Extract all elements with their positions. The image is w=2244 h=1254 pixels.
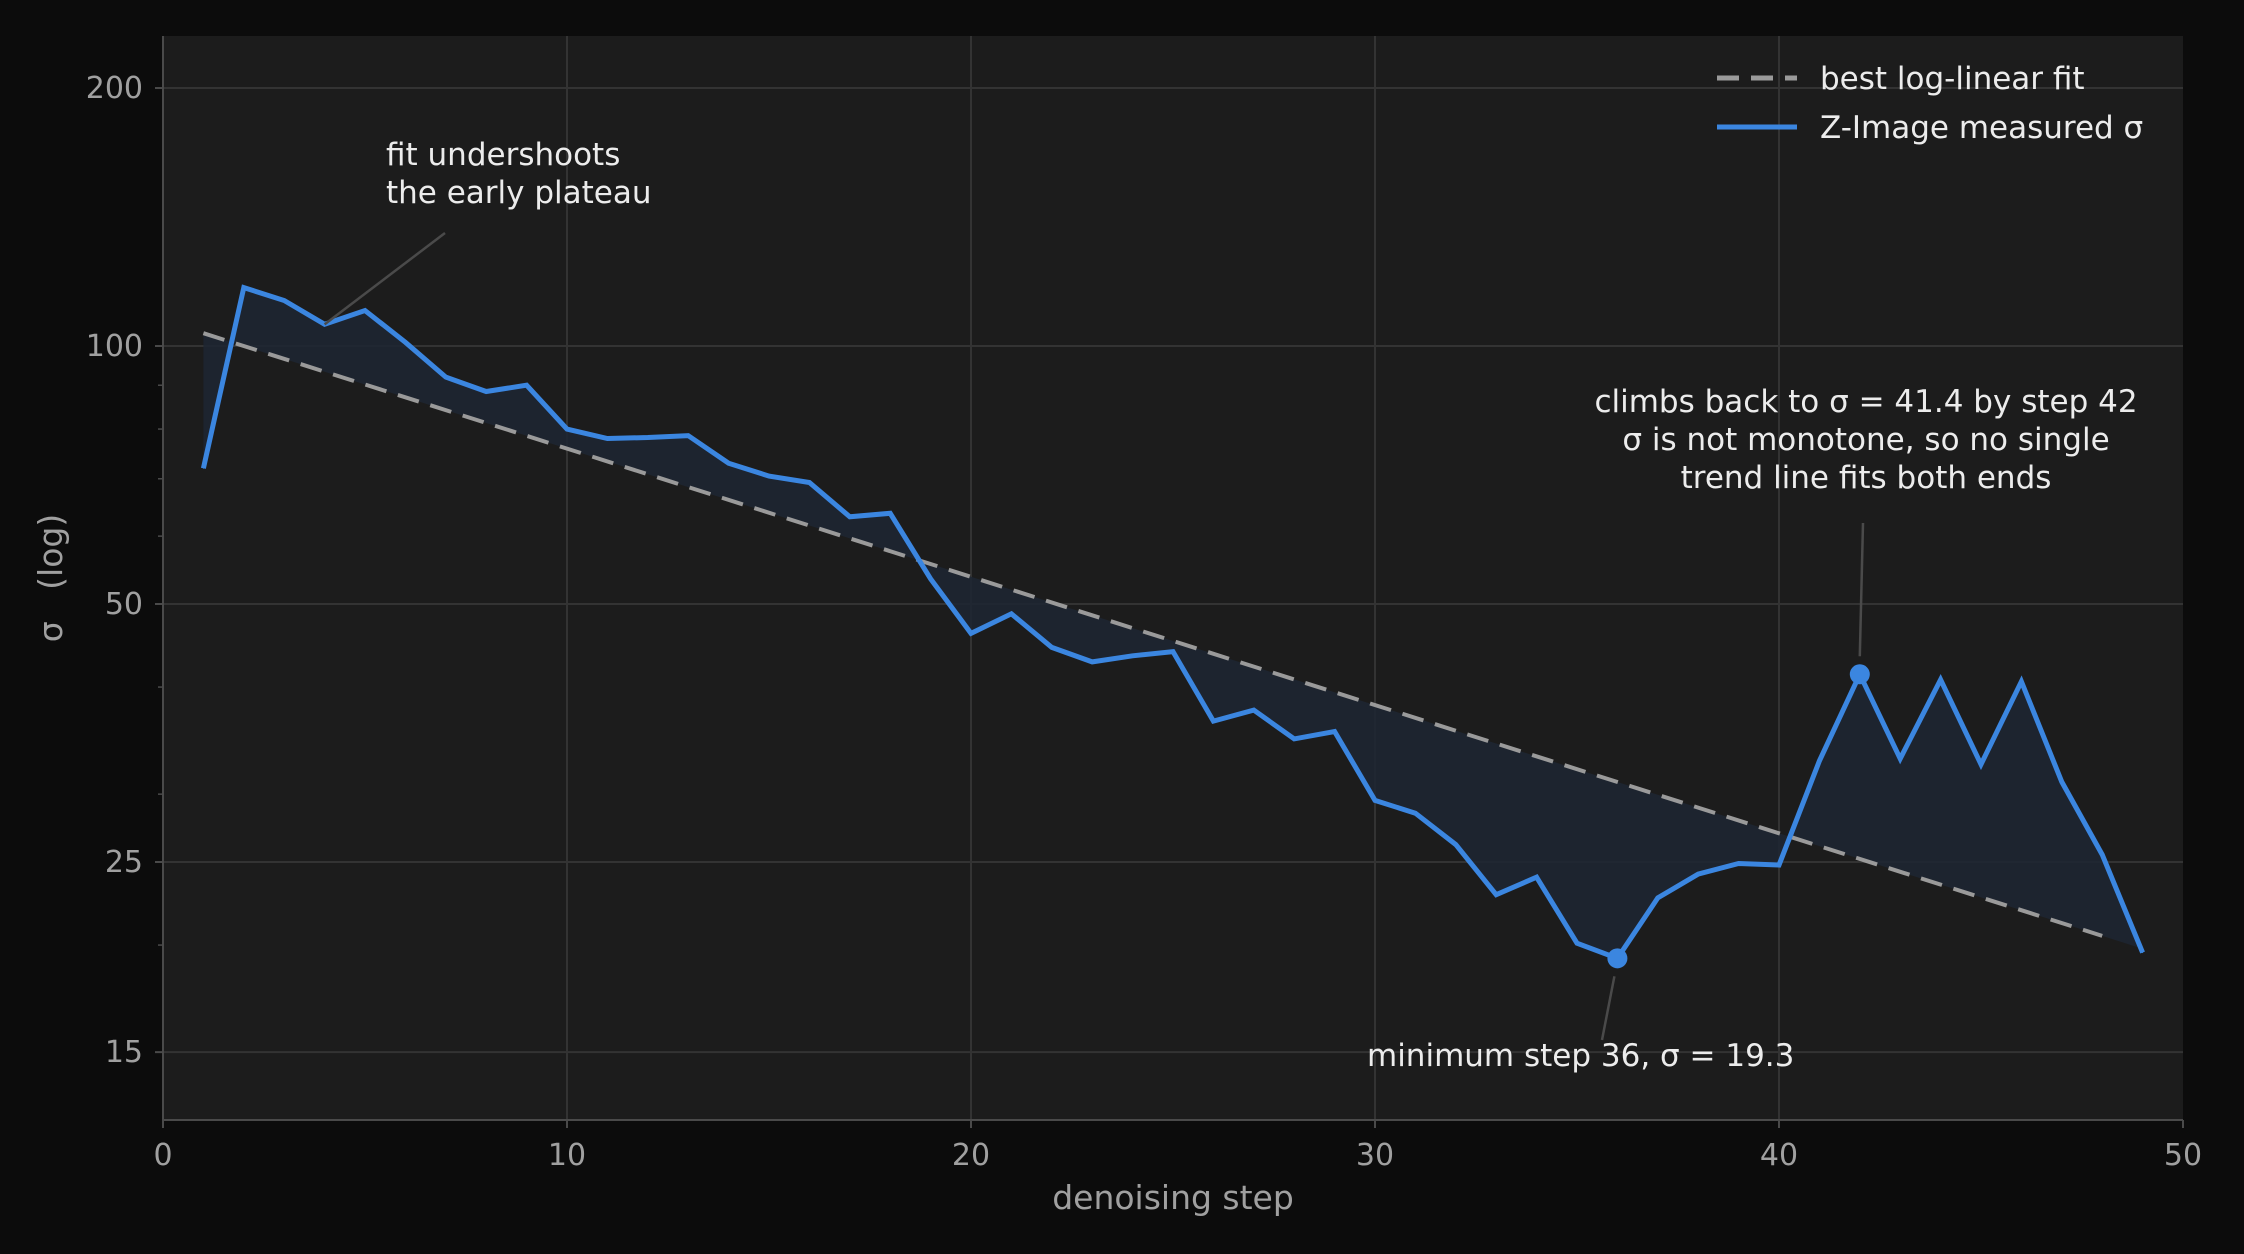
measured-point-step-45 xyxy=(1980,763,1982,765)
fit-line-layer xyxy=(202,331,2103,938)
legend-label-measured: Z-Image measured σ xyxy=(1820,110,2143,146)
measured-point-step-6 xyxy=(404,341,406,343)
annotation-leader-0 xyxy=(323,232,446,326)
measured-point-step-25 xyxy=(1172,651,1174,653)
measured-point-step-12 xyxy=(647,437,649,439)
measured-point-step-11 xyxy=(606,437,608,439)
grid-lines xyxy=(163,36,2183,1120)
legend: best log-linear fit Z-Image measured σ xyxy=(1717,61,2143,146)
measured-point-step-3 xyxy=(283,300,285,302)
measured-point-step-13 xyxy=(687,435,689,437)
measured-point-step-34 xyxy=(1536,876,1538,878)
measured-point-step-26 xyxy=(1212,720,1214,722)
measured-point-step-10 xyxy=(566,428,568,430)
measured-point-step-31 xyxy=(1414,812,1416,814)
x-tick-label-30: 30 xyxy=(1356,1138,1394,1173)
y-tick-label-100: 100 xyxy=(86,329,143,364)
measured-point-step-21 xyxy=(1010,613,1012,615)
y-axis-label: σ (log) xyxy=(31,514,70,642)
annotation-text-0-1: the early plateau xyxy=(386,175,652,211)
annotation-marker-2 xyxy=(1607,948,1628,969)
tick-labels: 0 10 20 30 40 50 15 25 50 100 200 xyxy=(86,71,2202,1173)
measured-line-layer xyxy=(200,284,2145,962)
fit-series-line xyxy=(202,331,2103,938)
measured-point-step-28 xyxy=(1293,738,1295,740)
annotation-text-1-0: climbs back to σ = 41.4 by step 42 xyxy=(1594,384,2137,420)
annotation-marker-1 xyxy=(1849,664,1870,685)
x-tick-label-20: 20 xyxy=(952,1138,990,1173)
measured-point-step-40 xyxy=(1778,864,1780,866)
legend-label-fit: best log-linear fit xyxy=(1820,61,2085,97)
measured-point-step-30 xyxy=(1374,799,1376,801)
plot-area xyxy=(163,36,2183,1120)
y-tick-label-25: 25 xyxy=(105,845,143,880)
measured-point-step-19 xyxy=(930,578,932,580)
y-tick-label-15: 15 xyxy=(105,1035,143,1070)
x-tick-label-50: 50 xyxy=(2164,1138,2202,1173)
measured-point-step-5 xyxy=(364,310,366,312)
x-tick-label-10: 10 xyxy=(548,1138,586,1173)
annotation-text-2-0: minimum step 36, σ = 19.3 xyxy=(1367,1038,1794,1074)
measured-point-step-48 xyxy=(2101,854,2103,856)
measured-point-step-35 xyxy=(1576,942,1578,944)
measured-point-step-2 xyxy=(243,287,245,289)
annotation-leader-2 xyxy=(1600,976,1616,1041)
x-axis-label: denoising step xyxy=(1052,1178,1294,1217)
measured-point-step-32 xyxy=(1455,844,1457,846)
measured-point-step-41 xyxy=(1818,760,1820,762)
annotation-text-1-2: trend line fits both ends xyxy=(1681,460,2052,496)
measured-point-step-16 xyxy=(808,482,810,484)
measured-point-step-7 xyxy=(445,376,447,378)
measured-point-step-39 xyxy=(1738,862,1740,864)
measured-point-step-22 xyxy=(1051,646,1053,648)
measured-point-step-38 xyxy=(1697,873,1699,875)
measured-point-step-23 xyxy=(1091,661,1093,663)
measured-point-step-44 xyxy=(1940,679,1942,681)
measured-point-step-20 xyxy=(970,632,972,634)
x-tick-label-40: 40 xyxy=(1760,1138,1798,1173)
measured-point-step-9 xyxy=(526,384,528,386)
axes xyxy=(155,36,2184,1128)
annotation-text-0-0: fit undershoots xyxy=(386,137,620,173)
measured-point-step-18 xyxy=(889,512,891,514)
measured-point-step-24 xyxy=(1132,655,1134,657)
x-tick-label-0: 0 xyxy=(153,1138,172,1173)
measured-point-step-15 xyxy=(768,475,770,477)
measured-point-step-27 xyxy=(1253,709,1255,711)
measured-point-step-47 xyxy=(2061,781,2063,783)
measured-point-step-43 xyxy=(1899,758,1901,760)
measured-point-step-37 xyxy=(1657,897,1659,899)
y-tick-label-50: 50 xyxy=(105,587,143,622)
measured-point-step-49 xyxy=(2142,952,2144,954)
measured-point-step-14 xyxy=(728,462,730,464)
measured-point-step-17 xyxy=(849,516,851,518)
measured-point-step-8 xyxy=(485,390,487,392)
measured-point-step-46 xyxy=(2020,681,2022,683)
gap-fill-layer xyxy=(203,287,2143,959)
measured-vs-fit-gap-area xyxy=(203,287,2143,959)
measured-point-step-33 xyxy=(1495,894,1497,896)
y-tick-label-200: 200 xyxy=(86,71,143,106)
annotation-leader-1 xyxy=(1858,522,1865,657)
measured-point-step-29 xyxy=(1334,730,1336,732)
measured-point-step-1 xyxy=(202,467,204,469)
annotation-text-1-1: σ is not monotone, so no single xyxy=(1622,422,2109,458)
